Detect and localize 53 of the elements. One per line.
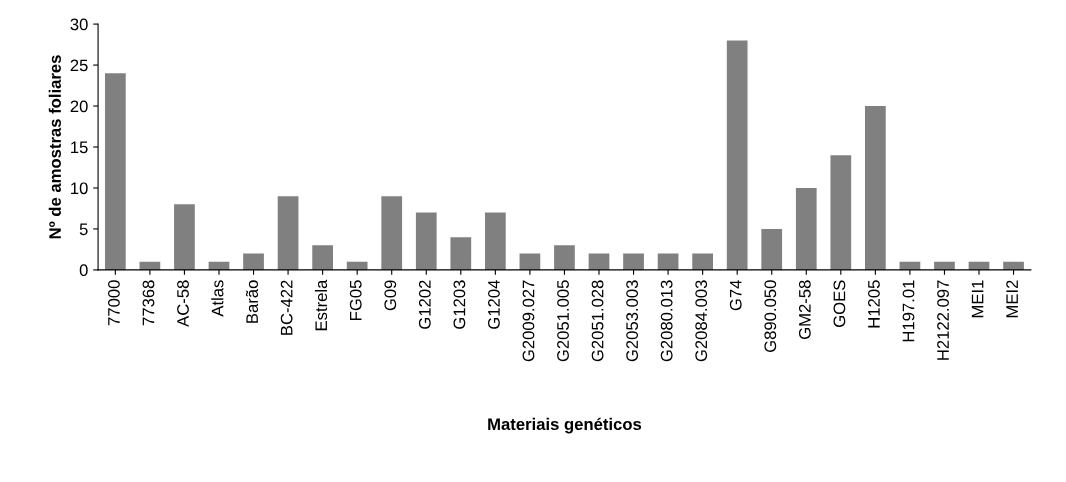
bar (761, 228, 783, 270)
y-tick-label: 15 (71, 141, 88, 154)
x-tick-label: H2122.097 (937, 280, 949, 360)
x-tick-label: Barão (245, 280, 258, 323)
bar (381, 196, 403, 270)
x-tick-label: Atlas (211, 280, 224, 317)
bar (726, 40, 748, 270)
bar (277, 196, 299, 270)
y-tick-label: 10 (71, 182, 88, 195)
y-tick-label: 0 (79, 264, 88, 277)
y-axis-title: Nº de amostras foliares (48, 55, 61, 239)
x-tick-label: G74 (729, 280, 742, 311)
x-tick-label: MEI2 (1006, 280, 1018, 318)
x-tick-label: FG05 (349, 280, 362, 320)
bar (554, 245, 575, 270)
x-tick-label: BC-422 (280, 280, 293, 335)
x-tick-label: G09 (384, 280, 397, 311)
x-tick-label: G2080.013 (660, 280, 673, 362)
x-tick-label: G2009.027 (522, 280, 535, 362)
x-tick-label: G1202 (418, 280, 431, 329)
x-tick-label: AC-58 (177, 280, 189, 327)
x-tick-label: MEI1 (971, 280, 984, 318)
bar (104, 73, 126, 270)
x-tick-label: Estrela (314, 279, 328, 331)
bar (692, 253, 713, 270)
x-tick-label: G1204 (488, 280, 500, 329)
bar (865, 106, 886, 270)
x-tick-label: GOES (833, 280, 846, 327)
x-tick-label: G2051.005 (557, 280, 569, 362)
x-tick-label: G2084.003 (695, 280, 708, 362)
bar (174, 204, 195, 270)
x-tick-label: GM2-58 (798, 280, 811, 339)
y-tick-label: 30 (70, 18, 88, 31)
bar (415, 212, 437, 270)
x-tick-label: G2053.003 (626, 280, 639, 362)
x-tick-label: H197.01 (902, 280, 915, 342)
x-tick-label: 77368 (142, 280, 155, 326)
y-tick-label: 20 (70, 100, 88, 113)
bar (484, 212, 506, 270)
x-tick-label: H1205 (868, 280, 880, 328)
bar (795, 187, 817, 270)
x-tick-label: 77000 (108, 280, 120, 326)
x-axis-title: Materiais genéticos (488, 417, 642, 434)
x-tick-label: G2051.028 (591, 280, 604, 362)
y-tick-label: 25 (70, 59, 88, 72)
bar (623, 253, 644, 270)
y-tick-label: 5 (79, 223, 88, 236)
x-tick-label: G890.050 (764, 280, 777, 353)
bar (312, 245, 333, 270)
bar (243, 253, 264, 270)
bar (450, 237, 472, 270)
x-tick-label: G1203 (453, 280, 466, 329)
bar (830, 155, 852, 270)
